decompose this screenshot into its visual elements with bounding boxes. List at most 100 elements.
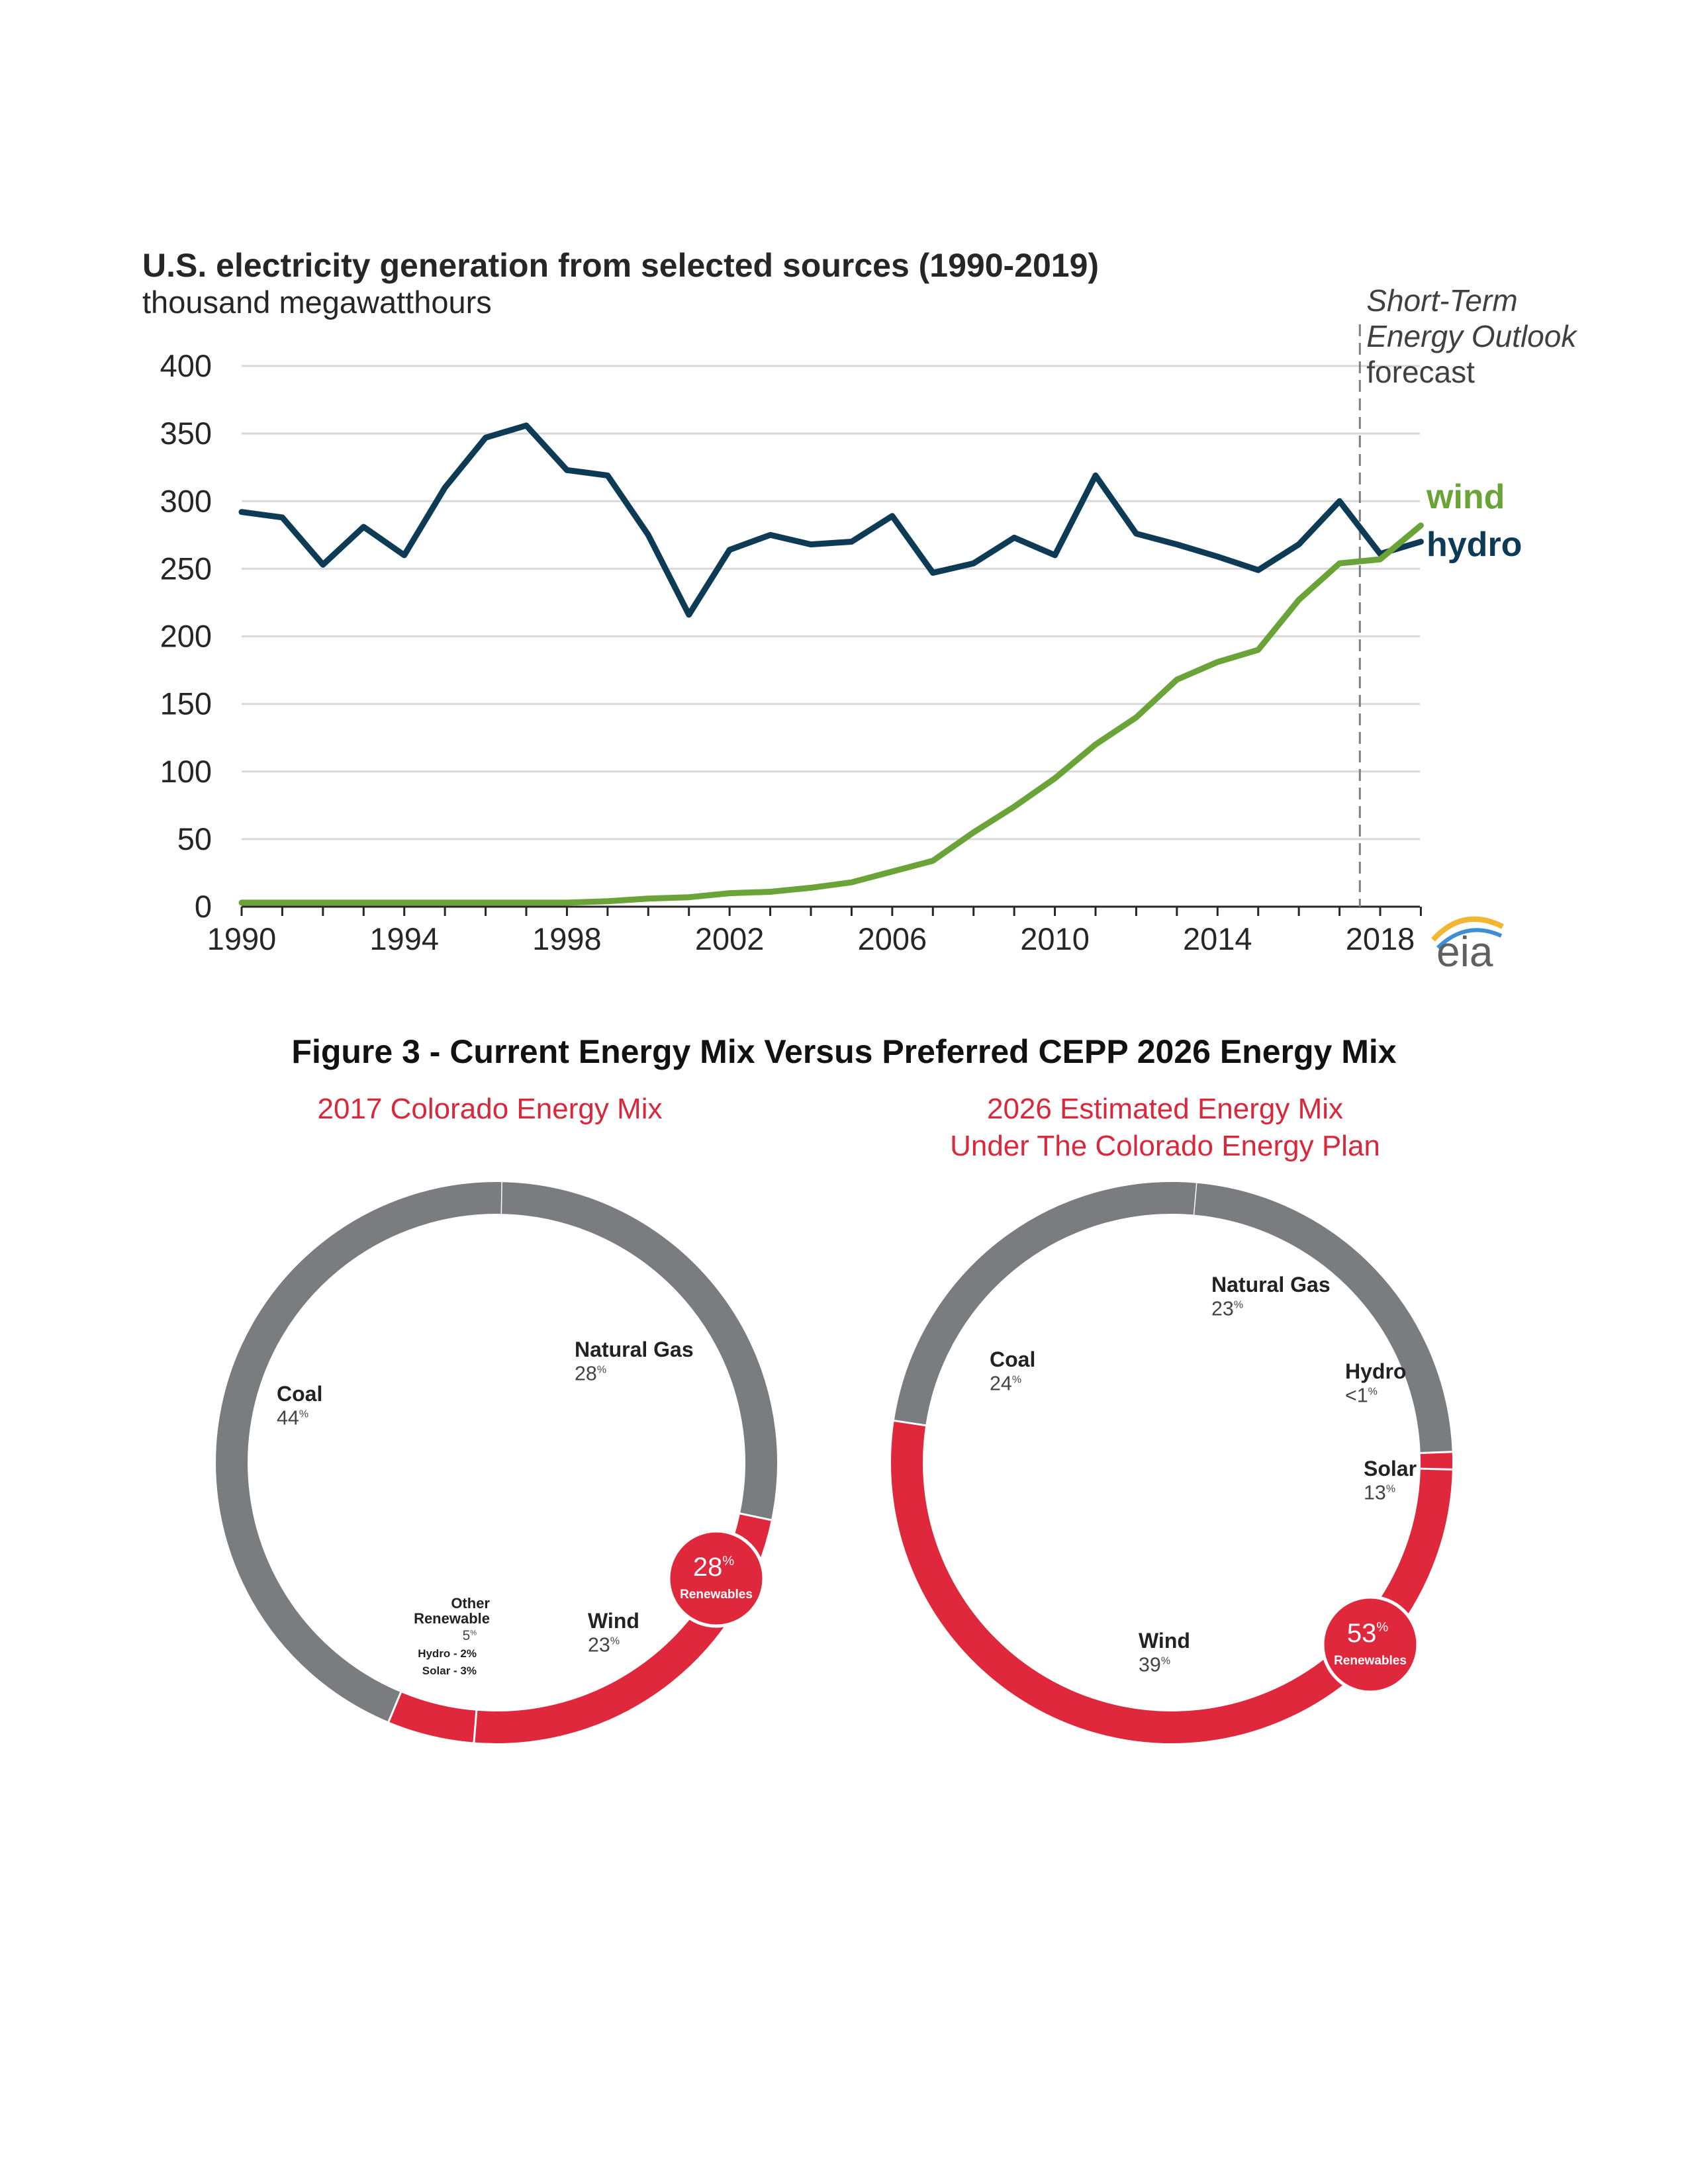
slice-value: 5%	[463, 1628, 477, 1643]
y-axis-ticks: 0 50 100 150 200 250 300 350 400	[160, 348, 212, 924]
forecast-label-line: forecast	[1366, 355, 1475, 389]
slice-percent: %	[597, 1364, 606, 1375]
slice-name: Wind	[1139, 1629, 1190, 1653]
renewables-badge-label: Renewables	[680, 1588, 753, 1602]
slice-name: Coal	[277, 1382, 322, 1406]
renewables-badge-circle	[1321, 1595, 1420, 1694]
slice-percent: %	[1234, 1299, 1243, 1310]
slice-percent: %	[470, 1629, 477, 1637]
x-tick-label: 1998	[532, 921, 602, 956]
x-tick-label: 1994	[369, 921, 439, 956]
y-tick-label: 400	[160, 348, 212, 383]
slice-name: Renewable	[414, 1610, 490, 1627]
donut-2026-heading-line-1: 2026 Estimated Energy Mix	[986, 1093, 1344, 1125]
y-tick-label: 150	[160, 686, 212, 721]
forecast-label-line: Energy Outlook	[1366, 319, 1577, 353]
slice-detail: Solar - 3%	[422, 1664, 477, 1677]
forecast-label-line: Short-Term	[1366, 283, 1517, 318]
y-tick-label: 0	[195, 889, 212, 924]
donut-slice-other-renewable	[389, 1692, 477, 1743]
grid	[242, 365, 1420, 841]
series-lines	[238, 422, 1424, 906]
donut-separator	[473, 1709, 478, 1744]
series-labels: hydro wind	[1426, 478, 1522, 564]
slice-name: Hydro	[1345, 1359, 1406, 1383]
slice-value: 24%	[990, 1373, 1021, 1395]
renewables-badge-percent: %	[1376, 1620, 1388, 1635]
x-axis: 1990 1994 1998 2002 2006 2010 2014 2018	[207, 905, 1422, 956]
donut-2026-heading: 2026 Estimated Energy Mix Under The Colo…	[907, 1091, 1423, 1165]
y-tick-label: 350	[160, 416, 212, 451]
y-tick-label: 300	[160, 483, 212, 518]
x-tick-label: 2002	[695, 921, 765, 956]
x-tick-label: 2006	[858, 921, 927, 956]
donut-slice-coal	[894, 1181, 1196, 1426]
y-tick-label: 200	[160, 619, 212, 654]
series-label-hydro: hydro	[1427, 525, 1522, 564]
slice-name: Coal	[990, 1347, 1035, 1371]
slice-percent: %	[299, 1408, 308, 1420]
donut-slice-natural-gas	[1193, 1183, 1452, 1453]
eia-logo-swoosh	[1431, 916, 1504, 942]
eia-logo-text: eia	[1436, 928, 1493, 976]
slice-value: 39%	[1139, 1654, 1170, 1676]
x-tick-label: 2010	[1020, 921, 1090, 956]
slice-value: <1%	[1345, 1385, 1378, 1407]
slice-name: Other	[451, 1595, 490, 1612]
donut-2026-heading-line-2: Under The Colorado Energy Plan	[950, 1130, 1380, 1162]
donut-slice-natural-gas	[500, 1182, 777, 1520]
y-tick-label: 250	[160, 551, 212, 586]
renewables-badge-circle	[667, 1529, 766, 1628]
slice-value: 28%	[575, 1363, 606, 1385]
donut-slice-wind	[891, 1420, 1359, 1743]
donut-separator	[892, 1419, 927, 1427]
slice-name: Wind	[588, 1609, 639, 1633]
donut-label-hydro: Hydro<1%	[1345, 1359, 1406, 1407]
series-line-hydro	[238, 422, 1424, 618]
y-tick-label: 50	[177, 821, 212, 856]
slice-value: 13%	[1364, 1482, 1395, 1504]
slice-value: 23%	[588, 1634, 620, 1657]
slice-name: Natural Gas	[1211, 1273, 1331, 1297]
donut-slice-coal	[216, 1182, 502, 1722]
slice-value: 44%	[277, 1407, 308, 1430]
renewables-badge-percent: %	[722, 1554, 734, 1569]
renewables-badge: 28%Renewables	[667, 1529, 766, 1628]
slice-percent: %	[610, 1635, 620, 1647]
slice-percent: %	[1012, 1374, 1021, 1385]
figure-caption: Figure 3 - Current Energy Mix Versus Pre…	[291, 1033, 1397, 1070]
slice-percent: %	[1161, 1655, 1170, 1666]
donut-separator	[1419, 1451, 1454, 1455]
x-tick-label: 1990	[207, 921, 277, 956]
x-tick-label: 2018	[1346, 921, 1415, 956]
x-tick-label: 2014	[1183, 921, 1252, 956]
renewables-badge-label: Renewables	[1334, 1654, 1407, 1668]
slice-percent: %	[1386, 1483, 1395, 1494]
line-chart-title: U.S. electricity generation from selecte…	[142, 247, 1099, 284]
slice-value: 23%	[1211, 1298, 1243, 1320]
eia-logo: eia	[1431, 916, 1504, 976]
slice-detail: Hydro - 2%	[418, 1647, 477, 1660]
y-tick-label: 100	[160, 754, 212, 789]
slice-name: Solar	[1364, 1457, 1417, 1480]
line-chart-subtitle: thousand megawatthours	[142, 285, 492, 320]
series-label-wind: wind	[1426, 478, 1505, 516]
slice-name: Natural Gas	[575, 1338, 694, 1361]
donut-2017-heading: 2017 Colorado Energy Mix	[317, 1093, 663, 1125]
renewables-badge: 53%Renewables	[1321, 1595, 1420, 1694]
slice-percent: %	[1368, 1386, 1378, 1397]
donut-2017: Natural Gas28%Coal44%Wind23%OtherRenewab…	[216, 1181, 777, 1744]
donut-separator	[387, 1690, 402, 1723]
series-line-wind	[238, 522, 1424, 906]
